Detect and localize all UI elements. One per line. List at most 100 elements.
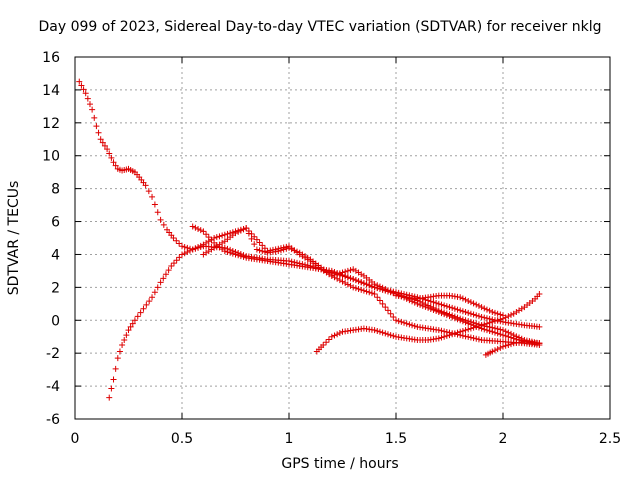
- data-point: [325, 336, 332, 343]
- data-point: [232, 230, 239, 237]
- data-point: [106, 150, 113, 157]
- data-point: [339, 278, 346, 285]
- data-point: [462, 327, 469, 334]
- data-point: [342, 273, 349, 280]
- data-point: [195, 225, 202, 232]
- data-point: [360, 287, 367, 294]
- data-point: [438, 327, 445, 334]
- data-point: [248, 235, 255, 242]
- data-point: [489, 328, 496, 335]
- data-point: [481, 321, 488, 328]
- data-point: [181, 250, 188, 257]
- data-point: [331, 268, 338, 275]
- y-tick-label: 14: [42, 83, 60, 99]
- data-point: [387, 288, 394, 295]
- data-point: [350, 276, 357, 283]
- data-point: [291, 247, 298, 254]
- data-point: [160, 275, 167, 282]
- data-point: [435, 327, 442, 334]
- data-point: [229, 250, 236, 257]
- data-point: [119, 341, 126, 348]
- data-point: [108, 385, 115, 392]
- data-point: [462, 296, 469, 303]
- data-point: [189, 223, 196, 230]
- data-point: [213, 234, 220, 241]
- data-point: [294, 248, 301, 255]
- data-point: [371, 327, 378, 334]
- data-point: [240, 226, 247, 233]
- data-point: [494, 330, 501, 337]
- data-point: [170, 235, 177, 241]
- data-point: [465, 326, 472, 333]
- data-point: [280, 246, 287, 253]
- data-point: [387, 332, 394, 339]
- data-point: [323, 339, 330, 346]
- data-point: [336, 277, 343, 284]
- data-point: [379, 286, 386, 293]
- data-point: [253, 236, 260, 243]
- data-point: [355, 286, 362, 293]
- data-point: [93, 123, 100, 130]
- series-track-b: [106, 225, 543, 401]
- data-point: [256, 239, 263, 246]
- data-point: [216, 233, 223, 240]
- data-point: [331, 332, 338, 339]
- data-point: [277, 247, 284, 254]
- series-track-f: [393, 292, 506, 319]
- data-point: [106, 394, 113, 401]
- data-point: [374, 327, 381, 334]
- data-point: [256, 247, 263, 254]
- data-point: [376, 328, 383, 335]
- data-point: [390, 313, 397, 320]
- data-point: [483, 327, 490, 334]
- data-point: [192, 245, 199, 252]
- data-point: [435, 309, 442, 316]
- grid: [75, 57, 610, 419]
- data-point: [165, 267, 172, 274]
- data-point: [208, 237, 215, 244]
- data-point: [342, 280, 349, 287]
- data-point: [470, 324, 477, 331]
- data-point: [168, 262, 175, 269]
- data-point: [467, 334, 474, 341]
- data-point: [462, 309, 469, 316]
- data-point: [162, 271, 169, 278]
- data-point: [451, 305, 458, 312]
- data-point: [470, 335, 477, 342]
- x-tick-label: 2: [499, 431, 508, 447]
- data-point: [502, 332, 509, 339]
- data-point: [143, 301, 150, 308]
- data-point: [433, 308, 440, 315]
- data-point: [449, 331, 456, 338]
- data-point: [465, 309, 472, 316]
- data-point: [446, 313, 453, 320]
- data-point: [508, 311, 515, 318]
- data-point: [154, 209, 161, 216]
- data-point: [467, 299, 474, 306]
- data-point: [176, 254, 183, 261]
- data-point: [489, 348, 496, 355]
- data-point: [427, 305, 434, 312]
- data-point: [419, 302, 426, 309]
- data-point: [465, 297, 472, 304]
- data-point: [221, 248, 228, 255]
- data-point: [465, 333, 472, 340]
- data-point: [505, 313, 512, 320]
- data-point: [275, 248, 282, 255]
- data-point: [457, 294, 464, 301]
- y-tick-label: 16: [42, 50, 60, 66]
- data-point: [334, 331, 341, 338]
- data-point: [352, 285, 359, 292]
- data-point: [142, 182, 149, 189]
- data-point: [371, 284, 378, 291]
- data-point: [154, 284, 161, 291]
- data-point: [205, 234, 212, 241]
- data-point: [470, 300, 477, 307]
- data-point: [491, 329, 498, 336]
- data-point: [219, 232, 226, 239]
- data-point: [443, 332, 450, 339]
- data-point: [390, 288, 397, 295]
- data-point: [435, 300, 442, 307]
- data-point: [80, 86, 87, 93]
- data-point: [486, 319, 493, 326]
